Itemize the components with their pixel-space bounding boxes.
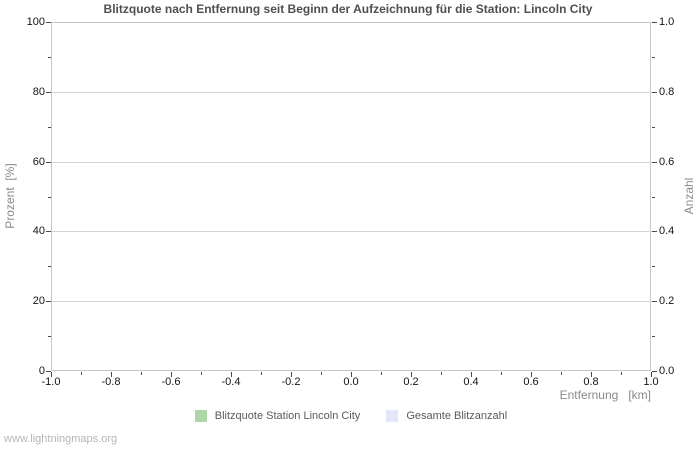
y-axis-left-tick: [46, 22, 51, 23]
x-axis-minor-tick: [501, 372, 502, 375]
x-axis-tick: [111, 372, 112, 377]
x-axis-tick-label: -0.6: [161, 376, 181, 388]
chart-title: Blitzquote nach Entfernung seit Beginn d…: [103, 2, 593, 16]
x-axis-tick-label: 0.0: [343, 376, 359, 388]
x-axis-tick-label: 0.4: [463, 376, 479, 388]
x-axis-minor-tick: [561, 372, 562, 375]
y-axis-right-minor-tick: [652, 126, 655, 128]
legend: Blitzquote Station Lincoln City Gesamte B…: [51, 410, 651, 422]
x-axis-minor-tick: [381, 372, 382, 375]
y-axis-right-minor-tick: [652, 196, 655, 198]
y-axis-left-tick: [46, 371, 51, 372]
legend-swatch-icon: [386, 410, 399, 422]
y-axis-left-tick-label: 40: [32, 225, 45, 238]
plot-area: [51, 22, 651, 371]
x-axis-tick-label: -1.0: [41, 376, 61, 388]
y-axis-left-tick: [46, 91, 51, 93]
x-axis-minor-tick: [441, 372, 442, 375]
x-axis-minor-tick: [261, 372, 262, 375]
gridline-horizontal: [52, 91, 652, 93]
y-axis-left-tick: [46, 161, 51, 163]
watermark: www.lightningmaps.org: [4, 433, 118, 445]
y-axis-right-tick-label: 0.6: [659, 155, 675, 168]
y-axis-right-tick: [652, 301, 657, 303]
y-axis-left-minor-tick: [48, 266, 51, 268]
y-axis-left-minor-tick: [48, 56, 51, 58]
y-axis-right-tick: [652, 161, 657, 163]
x-axis-minor-tick: [321, 372, 322, 375]
x-axis-tick: [291, 372, 292, 377]
x-axis-tick-label: 1.0: [643, 376, 659, 388]
x-axis-tick: [351, 372, 352, 377]
x-axis-tick: [471, 372, 472, 377]
y-axis-right-minor-tick: [652, 336, 655, 338]
y-axis-right-tick-label: 1.0: [659, 16, 675, 28]
x-axis-tick-label: 0.2: [403, 376, 419, 388]
y-axis-right-tick-label: 0.2: [659, 295, 675, 308]
x-axis-minor-tick: [621, 372, 622, 375]
y-axis-right-label: Anzahl: [682, 177, 696, 215]
y-axis-right-tick-label: 0.8: [659, 85, 675, 98]
gridline-horizontal: [52, 231, 652, 233]
y-axis-left-tick-label: 80: [32, 85, 45, 98]
x-axis-tick-label: -0.4: [221, 376, 241, 388]
legend-label: Blitzquote Station Lincoln City: [214, 410, 361, 422]
x-axis-tick-label: -0.2: [281, 376, 301, 388]
x-axis-tick-label: -0.8: [101, 376, 121, 388]
y-axis-left-label: Prozent [%]: [3, 163, 17, 229]
y-axis-right-tick: [652, 91, 657, 93]
y-axis-left-minor-tick: [48, 126, 51, 128]
x-axis-minor-tick: [81, 372, 82, 375]
y-axis-left-tick-label: 20: [32, 295, 45, 308]
y-axis-right-minor-tick: [652, 56, 655, 58]
gridline-horizontal: [52, 301, 652, 303]
x-axis-tick-label: 0.6: [523, 376, 539, 388]
legend-label: Gesamte Blitzanzahl: [406, 410, 508, 422]
y-axis-left-tick-label: 0: [38, 365, 45, 377]
y-axis-right-minor-tick: [652, 266, 655, 268]
x-axis-minor-tick: [201, 372, 202, 375]
y-axis-right-tick-label: 0.0: [659, 365, 675, 377]
y-axis-left-tick: [46, 301, 51, 303]
x-axis-tick: [531, 372, 532, 377]
x-axis-tick: [171, 372, 172, 377]
y-axis-right-tick-label: 0.4: [659, 225, 675, 238]
x-axis-tick: [51, 372, 52, 377]
y-axis-right-tick: [652, 371, 657, 372]
x-axis-minor-tick: [141, 372, 142, 375]
y-axis-left-minor-tick: [48, 196, 51, 198]
x-axis-tick-label: 0.8: [583, 376, 599, 388]
y-axis-left-minor-tick: [48, 336, 51, 338]
gridline-horizontal: [52, 161, 652, 163]
legend-swatch-icon: [194, 410, 207, 422]
legend-item: Blitzquote Station Lincoln City: [194, 410, 361, 422]
y-axis-right-tick: [652, 231, 657, 233]
y-axis-left-tick-label: 100: [26, 16, 45, 28]
x-axis-tick: [591, 372, 592, 377]
x-axis-tick: [651, 372, 652, 377]
x-axis-tick: [231, 372, 232, 377]
x-axis-tick: [411, 372, 412, 377]
y-axis-left-tick-label: 60: [32, 155, 45, 168]
x-axis-label: Entfernung [km]: [559, 388, 651, 402]
y-axis-left-tick: [46, 231, 51, 233]
legend-item: Gesamte Blitzanzahl: [386, 410, 507, 422]
y-axis-right-tick: [652, 22, 657, 23]
